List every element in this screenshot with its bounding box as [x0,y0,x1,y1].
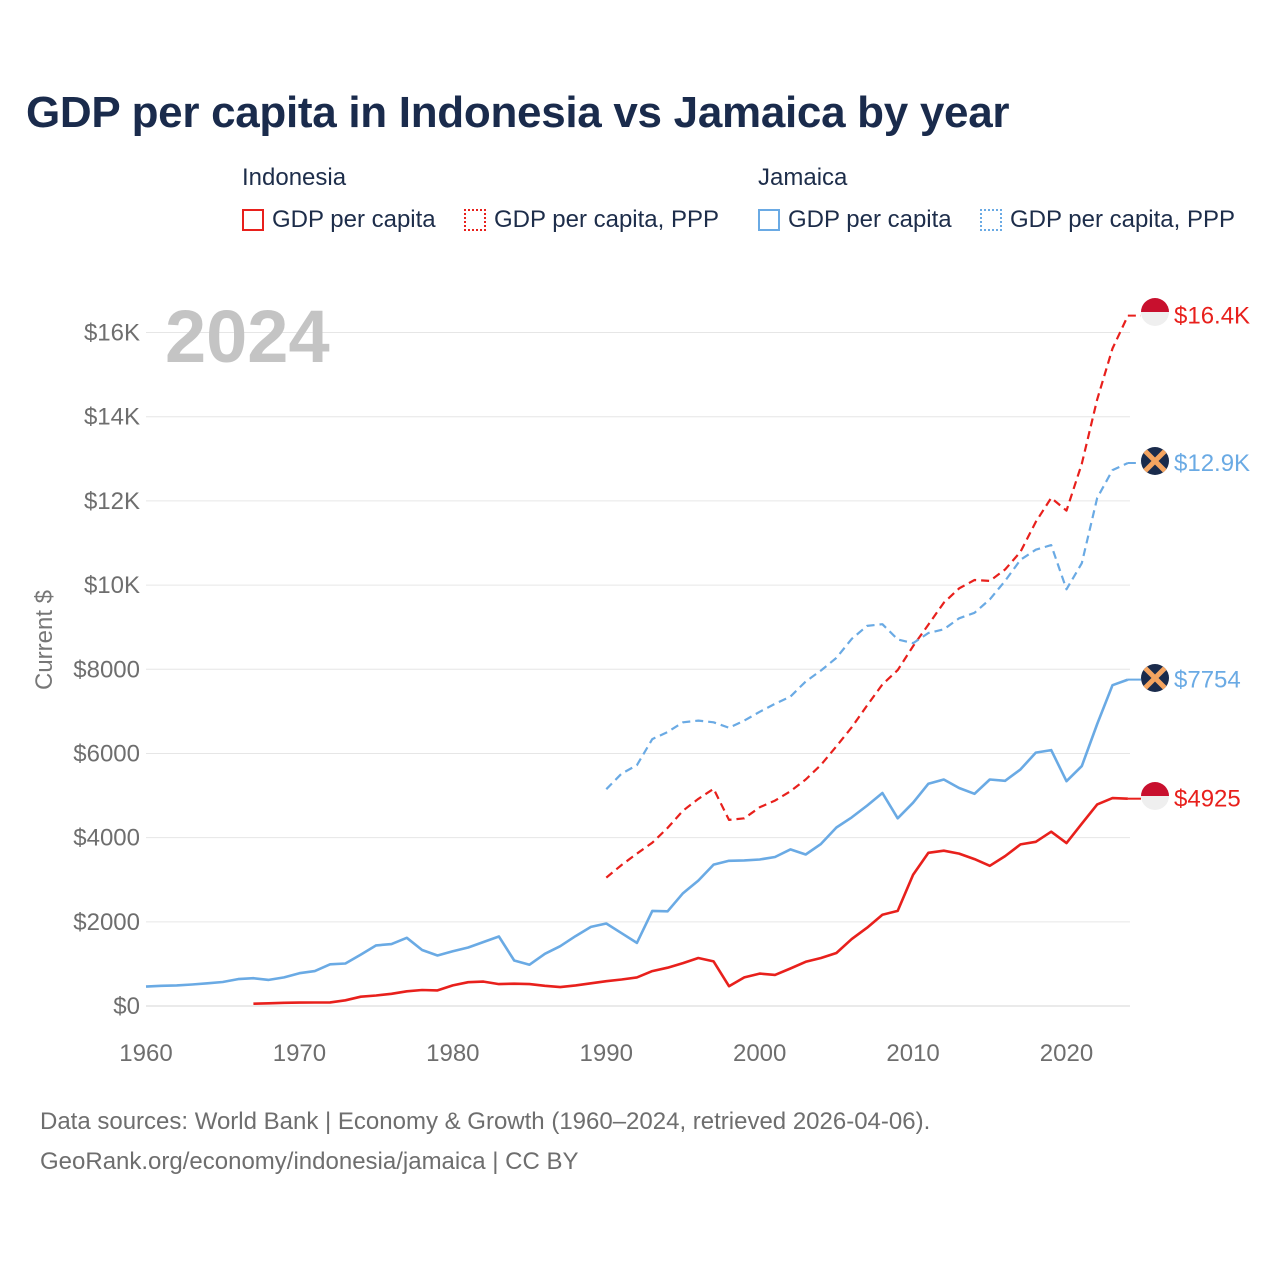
jamaica-flag-icon [1141,447,1169,475]
end-value-label: $4925 [1174,786,1241,813]
y-tick-label: $6000 [73,740,140,767]
end-value-label: $7754 [1174,667,1241,694]
indonesia-flag-icon [1141,782,1169,810]
indonesia-flag-icon [1141,298,1169,326]
legend-swatch-dotted-red [464,209,486,231]
series-line-jamaica-gdp[interactable] [145,678,1129,988]
x-tick-label: 2000 [733,1040,786,1067]
end-value-label: $16.4K [1174,303,1250,330]
x-tick-label: 1990 [580,1040,633,1067]
footer-link[interactable]: GeoRank.org/economy/indonesia/jamaica | … [40,1148,579,1175]
x-tick-label: 1960 [119,1040,172,1067]
chart-title: GDP per capita in Indonesia vs Jamaica b… [26,88,1010,137]
y-tick-label: $16K [84,320,140,347]
x-tick-label: 2010 [886,1040,939,1067]
legend-indonesia-ppp[interactable]: GDP per capita, PPP [464,205,719,235]
legend-group-jamaica: Jamaica [758,164,848,191]
end-value-label: $12.9K [1174,450,1250,477]
year-watermark: 2024 [165,295,330,378]
series-line-jamaica-ppp[interactable] [605,462,1129,790]
jamaica-flag-icon [1141,664,1169,692]
x-tick-label: 1970 [273,1040,326,1067]
y-tick-label: $10K [84,572,140,599]
series-line-indonesia-ppp[interactable] [605,315,1129,879]
y-tick-label: $4000 [73,825,140,852]
legend-label: GDP per capita, PPP [1010,206,1235,233]
y-tick-label: $2000 [73,909,140,936]
legend-jamaica-ppp[interactable]: GDP per capita, PPP [980,205,1235,235]
y-tick-label: $12K [84,488,140,515]
legend-label: GDP per capita [272,206,436,233]
y-tick-label: $14K [84,404,140,431]
legend-label: GDP per capita [788,206,952,233]
legend-jamaica-gdp[interactable]: GDP per capita [758,205,952,235]
y-axis-title: Current $ [31,590,58,690]
x-tick-label: 2020 [1040,1040,1093,1067]
x-tick-label: 1980 [426,1040,479,1067]
legend-label: GDP per capita, PPP [494,206,719,233]
legend-indonesia-gdp[interactable]: GDP per capita [242,205,436,235]
legend-group-indonesia: Indonesia [242,164,347,191]
y-tick-label: $0 [113,993,140,1020]
footer-source: Data sources: World Bank | Economy & Gro… [40,1108,931,1135]
series-line-indonesia-gdp[interactable] [253,796,1128,1005]
y-tick-label: $8000 [73,656,140,683]
legend-swatch-dotted-blue [980,209,1002,231]
legend-swatch-solid-red [242,209,264,231]
legend-swatch-solid-blue [758,209,780,231]
